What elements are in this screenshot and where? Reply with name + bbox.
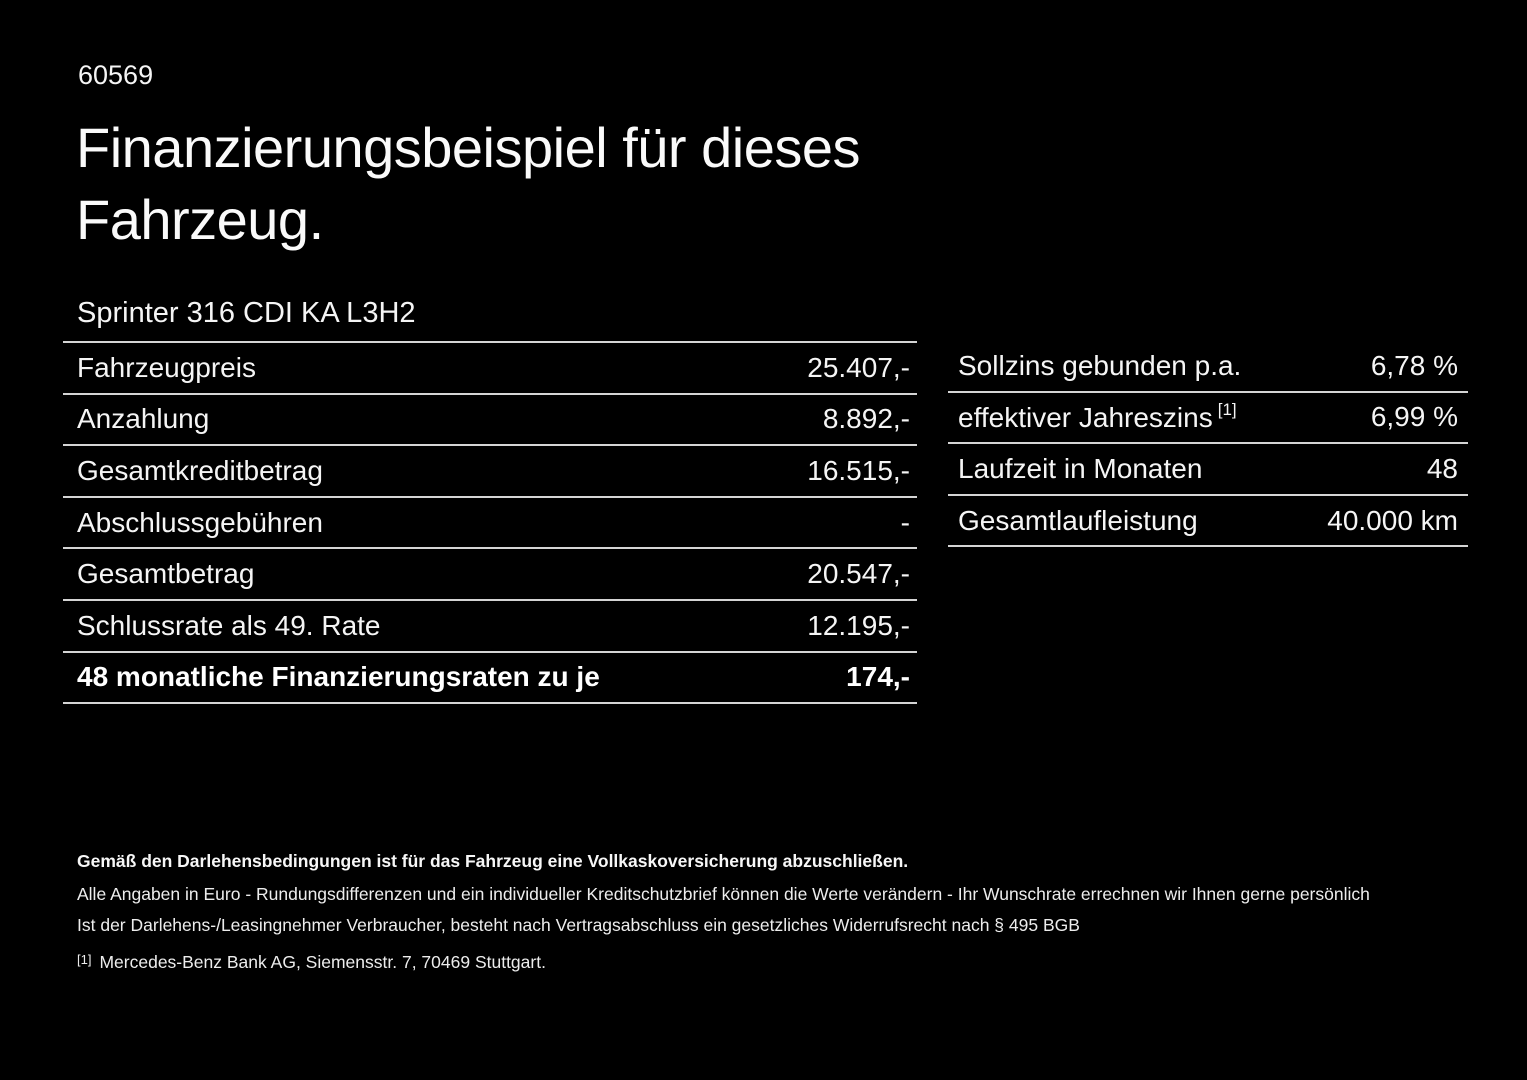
footnote-marker: [1] [77, 952, 92, 967]
row-value: 40.000 km [1327, 504, 1458, 536]
row-value: - [900, 506, 910, 538]
table-row-fahrzeugpreis: Fahrzeugpreis 25.407,- [63, 343, 917, 395]
row-label: 48 monatliche Finanzierungsraten zu je [77, 661, 600, 693]
row-value: 16.515,- [807, 454, 910, 486]
row-label: effektiver Jahreszins [1] [958, 400, 1237, 434]
footnote-ref: [1] [1217, 400, 1237, 420]
footnote-text: Mercedes-Benz Bank AG, Siemensstr. 7, 70… [99, 952, 546, 972]
table-row-abschlussgebuehren: Abschlussgebühren - [63, 498, 917, 550]
row-label-text: Laufzeit in Monaten [958, 452, 1203, 484]
row-label: Gesamtkreditbetrag [77, 454, 323, 486]
row-value: 25.407,- [807, 351, 910, 383]
vehicle-model: Sprinter 316 CDI KA L3H2 [77, 297, 416, 329]
row-label: Gesamtlaufleistung [958, 505, 1198, 537]
footer-disclaimers: Gemäß den Darlehensbedingungen ist für d… [77, 850, 1467, 982]
row-label-text: Sollzins gebunden p.a. [958, 349, 1242, 381]
row-label-text: effektiver Jahreszins [958, 402, 1213, 434]
table-row-monatsrate: 48 monatliche Finanzierungsraten zu je 1… [63, 653, 917, 705]
footnote-bank: [1] Mercedes-Benz Bank AG, Siemensstr. 7,… [77, 949, 1467, 973]
row-label: Laufzeit in Monaten [958, 453, 1202, 485]
table-row-gesamtbetrag: Gesamtbetrag 20.547,- [63, 549, 917, 601]
page-title: Finanzierungsbeispiel für dieses Fahrzeu… [76, 116, 861, 251]
row-value: 48 [1426, 452, 1458, 484]
financing-table-right: Sollzins gebunden p.a. 6,78 % effektiver… [948, 341, 1468, 548]
table-row-gesamtkreditbetrag: Gesamtkreditbetrag 16.515,- [63, 446, 917, 498]
insurance-note: Gemäß den Darlehensbedingungen ist für d… [77, 851, 909, 871]
row-label-text: Gesamtlaufleistung [958, 504, 1198, 536]
table-row-effektiver-jahreszins: effektiver Jahreszins [1] 6,99 % [948, 393, 1468, 445]
row-label: Gesamtbetrag [77, 558, 255, 590]
row-label: Schlussrate als 49. Rate [77, 609, 381, 641]
row-value: 20.547,- [807, 558, 910, 590]
doc-number: 60569 [78, 60, 154, 90]
row-label: Fahrzeugpreis [77, 351, 256, 383]
table-row-schlussrate: Schlussrate als 49. Rate 12.195,- [63, 601, 917, 653]
row-value: 6,78 % [1370, 349, 1458, 381]
row-value: 12.195,- [807, 609, 910, 641]
table-row-sollzins: Sollzins gebunden p.a. 6,78 % [948, 341, 1468, 393]
row-label: Sollzins gebunden p.a. [958, 350, 1241, 382]
table-row-gesamtlaufleistung: Gesamtlaufleistung 40.000 km [948, 496, 1468, 548]
row-label: Abschlussgebühren [77, 506, 323, 538]
disclaimer-widerrufsrecht: Ist der Darlehens-/Leasingnehmer Verbrau… [77, 915, 1080, 935]
table-row-laufzeit: Laufzeit in Monaten 48 [948, 444, 1468, 496]
row-value: 6,99 % [1370, 401, 1458, 433]
row-value: 174,- [846, 661, 910, 693]
disclaimer-rounding: Alle Angaben in Euro - Rundungsdifferenz… [77, 884, 1370, 904]
row-label: Anzahlung [77, 403, 210, 435]
financing-table-left: Fahrzeugpreis 25.407,- Anzahlung 8.892,-… [63, 341, 917, 705]
row-value: 8.892,- [822, 403, 910, 435]
table-row-anzahlung: Anzahlung 8.892,- [63, 395, 917, 447]
